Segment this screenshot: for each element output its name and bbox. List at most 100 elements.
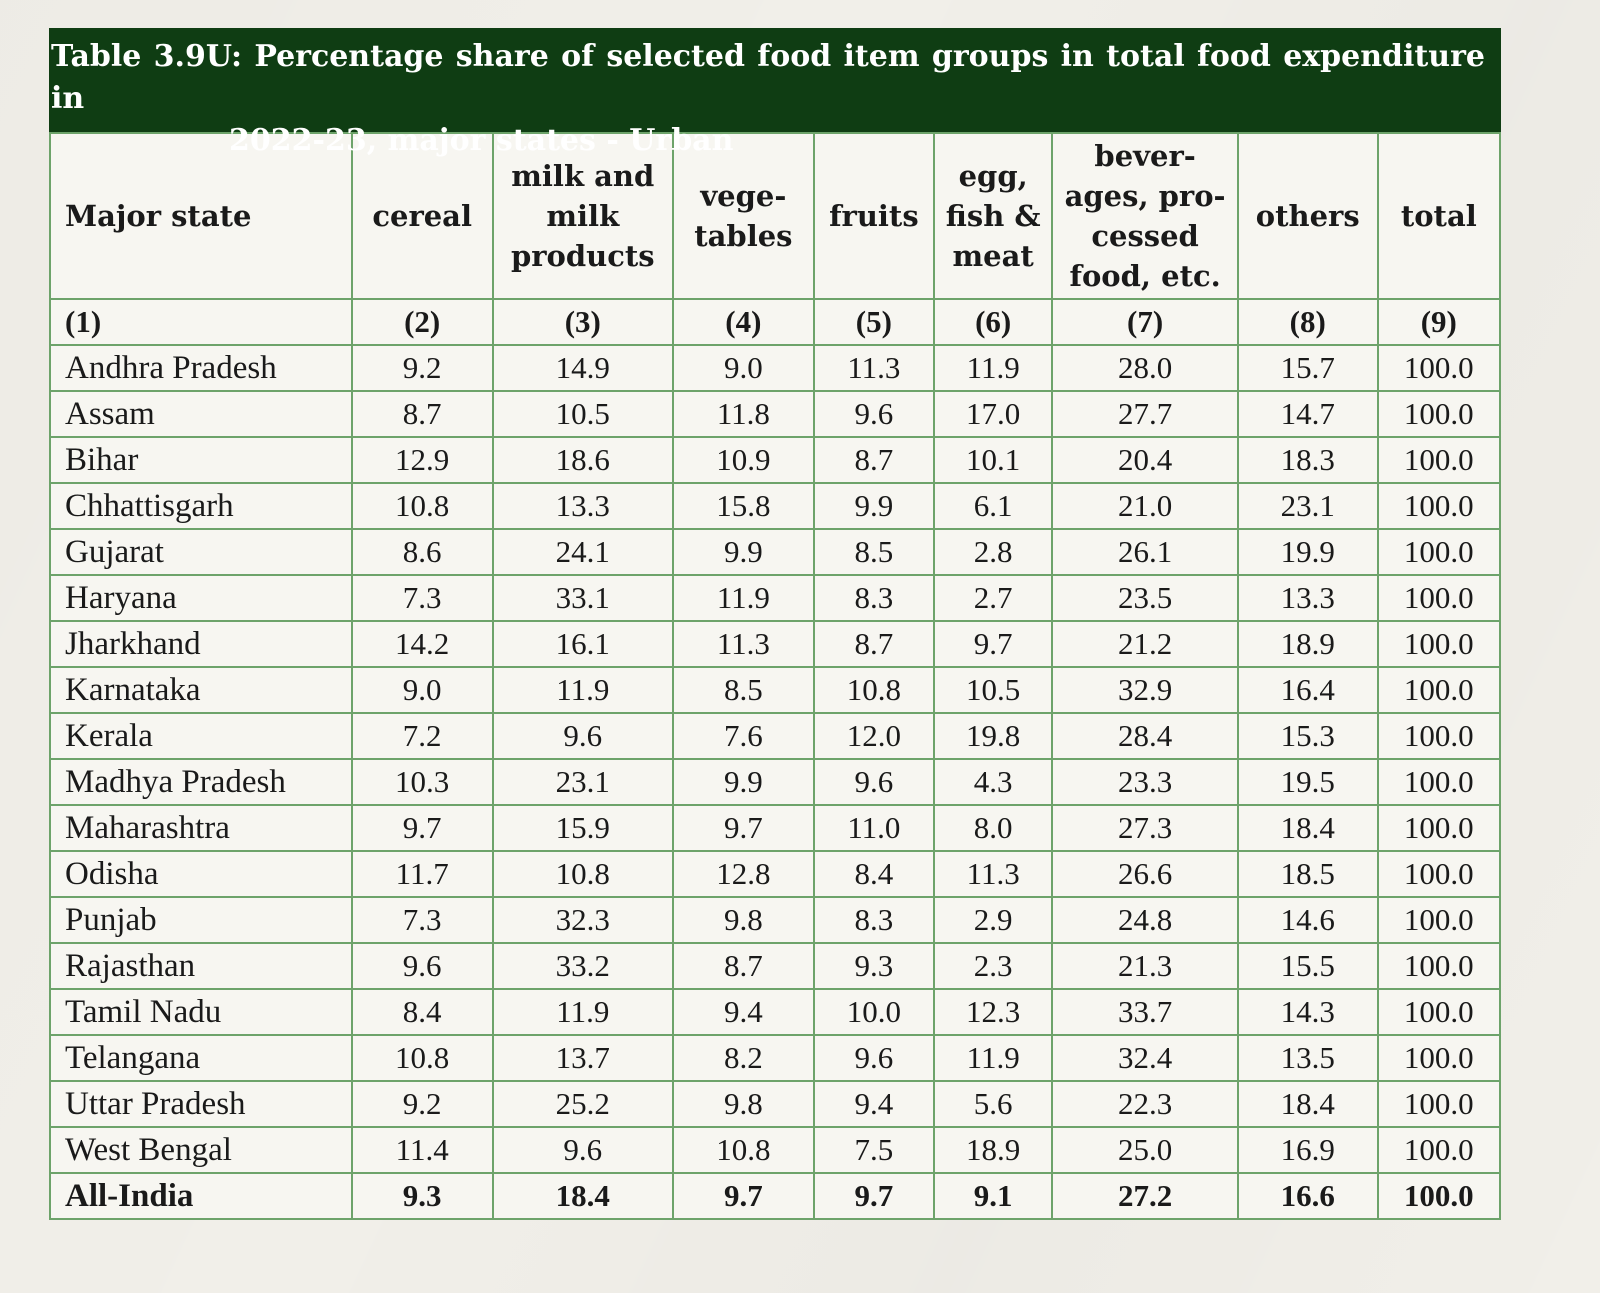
cell-state-name: Gujarat [49, 528, 353, 576]
cell-milk-products: 13.3 [491, 482, 675, 530]
cell-fruits: 9.7 [812, 1172, 936, 1220]
cell-vegetables: 7.6 [672, 712, 815, 760]
table-row: Assam 8.7 10.5 11.8 9.6 17.0 27.7 14.7 100.0 [49, 390, 1502, 438]
cell-state-name: Maharashtra [49, 804, 353, 852]
cell-state-name: Punjab [49, 896, 353, 944]
cell-cereal: 10.8 [350, 1034, 494, 1082]
cell-others: 13.5 [1236, 1034, 1379, 1082]
cell-vegetables: 8.7 [672, 942, 815, 990]
cell-beverages-processed: 23.3 [1051, 758, 1239, 806]
cell-milk-products: 11.9 [491, 988, 675, 1036]
column-number-3: (3) [491, 298, 675, 346]
cell-cereal: 7.3 [350, 896, 494, 944]
food-expenditure-table-container: Table 3.9U: Percentage share of selected… [49, 28, 1502, 1220]
cell-total: 100.0 [1376, 758, 1502, 806]
cell-fruits: 9.6 [812, 1034, 936, 1082]
cell-beverages-processed: 28.0 [1051, 344, 1239, 392]
cell-egg-fish-meat: 10.1 [933, 436, 1054, 484]
cell-cereal: 8.6 [350, 528, 494, 576]
cell-milk-products: 16.1 [491, 620, 675, 668]
cell-vegetables: 12.8 [672, 850, 815, 898]
cell-state-name: Kerala [49, 712, 353, 760]
cell-beverages-processed: 32.4 [1051, 1034, 1239, 1082]
cell-total: 100.0 [1376, 482, 1502, 530]
cell-beverages-processed: 27.3 [1051, 804, 1239, 852]
cell-milk-products: 15.9 [491, 804, 675, 852]
cell-others: 13.3 [1236, 574, 1379, 622]
cell-vegetables: 10.8 [672, 1126, 815, 1174]
cell-milk-products: 23.1 [491, 758, 675, 806]
cell-state-name: Jharkhand [49, 620, 353, 668]
cell-egg-fish-meat: 2.7 [933, 574, 1054, 622]
cell-egg-fish-meat: 5.6 [933, 1080, 1054, 1128]
cell-cereal: 8.4 [350, 988, 494, 1036]
header-milk-products: milk and milk products [491, 132, 675, 300]
cell-milk-products: 25.2 [491, 1080, 675, 1128]
cell-others: 18.3 [1236, 436, 1379, 484]
cell-others: 14.7 [1236, 390, 1379, 438]
cell-beverages-processed: 25.0 [1051, 1126, 1239, 1174]
column-number-8: (8) [1236, 298, 1379, 346]
table-row: Jharkhand 14.2 16.1 11.3 8.7 9.7 21.2 18.9 100.0 [49, 620, 1502, 668]
cell-fruits: 8.7 [812, 620, 936, 668]
cell-cereal: 9.6 [350, 942, 494, 990]
table-row: Telangana 10.8 13.7 8.2 9.6 11.9 32.4 13.5 100.0 [49, 1034, 1502, 1082]
column-number-5: (5) [812, 298, 936, 346]
cell-beverages-processed: 23.5 [1051, 574, 1239, 622]
cell-others: 18.4 [1236, 1080, 1379, 1128]
cell-milk-products: 18.4 [491, 1172, 675, 1220]
cell-state-name: Tamil Nadu [49, 988, 353, 1036]
table-row: Kerala 7.2 9.6 7.6 12.0 19.8 28.4 15.3 100.0 [49, 712, 1502, 760]
cell-state-name: Madhya Pradesh [49, 758, 353, 806]
cell-beverages-processed: 26.1 [1051, 528, 1239, 576]
cell-others: 23.1 [1236, 482, 1379, 530]
cell-fruits: 9.6 [812, 758, 936, 806]
cell-cereal: 10.8 [350, 482, 494, 530]
cell-total: 100.0 [1376, 804, 1502, 852]
cell-egg-fish-meat: 11.9 [933, 344, 1054, 392]
header-vegetables: vege-tables [672, 132, 815, 300]
table-row: Rajasthan 9.6 33.2 8.7 9.3 2.3 21.3 15.5 100.0 [49, 942, 1502, 990]
cell-egg-fish-meat: 17.0 [933, 390, 1054, 438]
cell-cereal: 14.2 [350, 620, 494, 668]
cell-total: 100.0 [1376, 574, 1502, 622]
table-title-line-2: 2022-23, major states - Urban [229, 123, 734, 158]
cell-egg-fish-meat: 2.9 [933, 896, 1054, 944]
cell-vegetables: 15.8 [672, 482, 815, 530]
cell-beverages-processed: 22.3 [1051, 1080, 1239, 1128]
column-number-1: (1) [49, 298, 353, 346]
cell-beverages-processed: 27.7 [1051, 390, 1239, 438]
cell-others: 16.4 [1236, 666, 1379, 714]
table-row: Tamil Nadu 8.4 11.9 9.4 10.0 12.3 33.7 14.3 100.… [49, 988, 1502, 1036]
cell-fruits: 10.8 [812, 666, 936, 714]
cell-total: 100.0 [1376, 528, 1502, 576]
header-total: total [1376, 132, 1502, 300]
cell-others: 18.5 [1236, 850, 1379, 898]
cell-vegetables: 9.9 [672, 758, 815, 806]
cell-fruits: 9.4 [812, 1080, 936, 1128]
cell-fruits: 8.3 [812, 896, 936, 944]
cell-total: 100.0 [1376, 344, 1502, 392]
table-row: Bihar 12.9 18.6 10.9 8.7 10.1 20.4 18.3 100.0 [49, 436, 1502, 484]
cell-state-name: Uttar Pradesh [49, 1080, 353, 1128]
cell-milk-products: 14.9 [491, 344, 675, 392]
cell-cereal: 10.3 [350, 758, 494, 806]
cell-state-name: Odisha [49, 850, 353, 898]
cell-fruits: 9.3 [812, 942, 936, 990]
cell-vegetables: 11.3 [672, 620, 815, 668]
cell-vegetables: 9.9 [672, 528, 815, 576]
cell-milk-products: 10.8 [491, 850, 675, 898]
cell-beverages-processed: 20.4 [1051, 436, 1239, 484]
column-number-6: (6) [933, 298, 1054, 346]
cell-vegetables: 8.5 [672, 666, 815, 714]
cell-milk-products: 18.6 [491, 436, 675, 484]
cell-total: 100.0 [1376, 1126, 1502, 1174]
cell-others: 14.3 [1236, 988, 1379, 1036]
header-others: others [1236, 132, 1379, 300]
cell-state-name: All-India [49, 1172, 353, 1220]
table-row: Madhya Pradesh 10.3 23.1 9.9 9.6 4.3 23.3 19.5 1… [49, 758, 1502, 806]
table-row: Gujarat 8.6 24.1 9.9 8.5 2.8 26.1 19.9 100.0 [49, 528, 1502, 576]
food-expenditure-table: Major state cereal milk and milk product… [49, 132, 1502, 1220]
cell-vegetables: 11.8 [672, 390, 815, 438]
cell-cereal: 9.7 [350, 804, 494, 852]
